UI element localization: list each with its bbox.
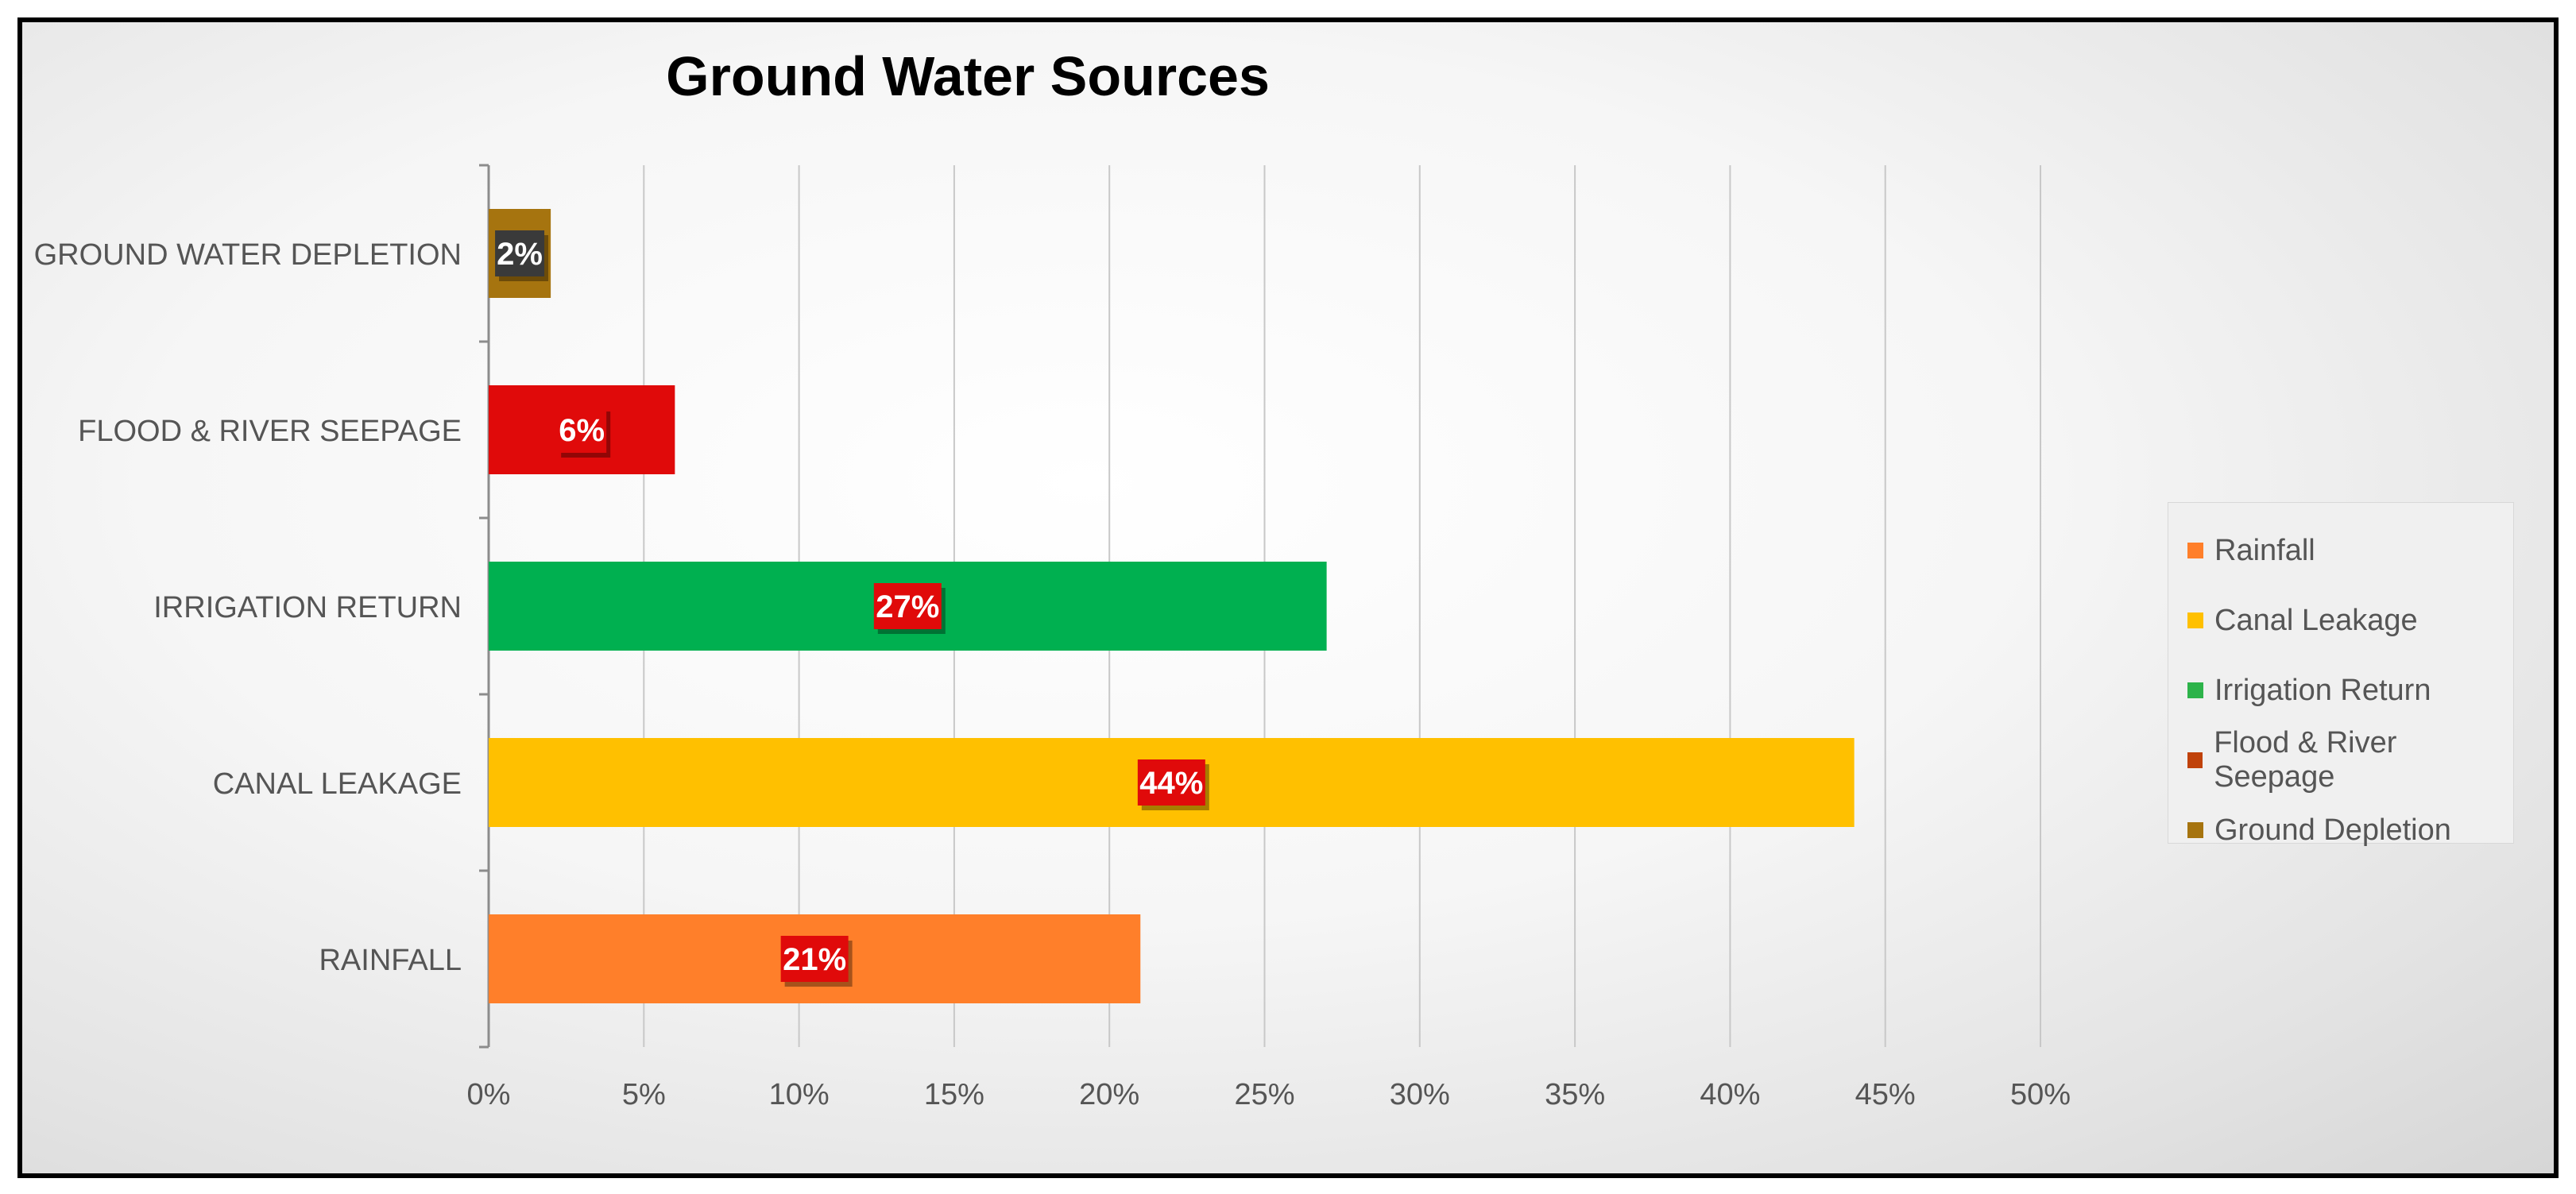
legend: Rainfall Canal Leakage Irrigation Return Fl… <box>2168 502 2514 847</box>
category-labels: GROUND WATER DEPLETION FLOOD & RIVER SEEP… <box>34 238 462 977</box>
x-tick-label: 50% <box>2010 1078 2071 1111</box>
bars <box>489 209 1855 1003</box>
legend-item: Canal Leakage <box>2187 585 2513 655</box>
legend-item: Ground Depletion <box>2187 795 2513 865</box>
category-label: CANAL LEAKAGE <box>213 767 462 801</box>
legend-item: Rainfall <box>2187 516 2513 585</box>
x-tick-label: 30% <box>1390 1078 1450 1111</box>
legend-label: Irrigation Return <box>2214 673 2431 707</box>
data-label: 2% <box>495 230 549 281</box>
x-tick-label: 15% <box>924 1078 984 1111</box>
legend-label: Rainfall <box>2214 533 2315 567</box>
svg-text:44%: 44% <box>1139 766 1203 801</box>
chart-title: Ground Water Sources <box>666 45 1270 107</box>
x-tick-label: 40% <box>1700 1078 1760 1111</box>
chart-frame: Ground Water Sources 2% 6% 27% 44% 21% GROUN… <box>17 17 2559 1178</box>
tick-labels: 0% 5% 10% 15% 20% 25% 30% 35% 40% 45% 50% <box>467 1078 2071 1111</box>
svg-text:27%: 27% <box>876 589 939 624</box>
legend-swatch <box>2187 822 2203 838</box>
legend-label: Canal Leakage <box>2214 603 2418 637</box>
legend-swatch <box>2187 752 2203 768</box>
legend-swatch <box>2187 543 2203 558</box>
data-label: 27% <box>873 583 946 634</box>
category-label: GROUND WATER DEPLETION <box>34 238 462 272</box>
category-label: IRRIGATION RETURN <box>153 591 462 624</box>
axes <box>479 164 490 1049</box>
svg-text:2%: 2% <box>497 237 543 272</box>
legend-item: Irrigation Return <box>2187 655 2513 725</box>
legend-swatch <box>2187 612 2203 628</box>
category-label: RAINFALL <box>319 944 462 977</box>
category-label: FLOOD & RIVER SEEPAGE <box>78 415 462 448</box>
x-tick-label: 5% <box>622 1078 666 1111</box>
x-tick-label: 35% <box>1545 1078 1605 1111</box>
data-label: 44% <box>1137 759 1209 810</box>
x-tick-label: 25% <box>1234 1078 1294 1111</box>
data-labels: 2% 6% 27% 44% 21% <box>495 230 1209 987</box>
data-label: 6% <box>557 407 611 458</box>
x-tick-label: 20% <box>1079 1078 1139 1111</box>
svg-text:6%: 6% <box>559 413 605 448</box>
legend-label: Flood & River Seepage <box>2214 726 2397 794</box>
x-tick-label: 0% <box>467 1078 511 1111</box>
legend-swatch <box>2187 682 2203 698</box>
x-tick-label: 10% <box>769 1078 830 1111</box>
data-label: 21% <box>780 936 853 987</box>
legend-item: Flood & River Seepage <box>2187 725 2513 795</box>
legend-label: Ground Depletion <box>2214 813 2451 847</box>
x-tick-label: 45% <box>1855 1078 1916 1111</box>
bar-chart: Ground Water Sources 2% 6% 27% 44% 21% GROUN… <box>34 45 2071 1111</box>
svg-text:21%: 21% <box>783 942 846 977</box>
